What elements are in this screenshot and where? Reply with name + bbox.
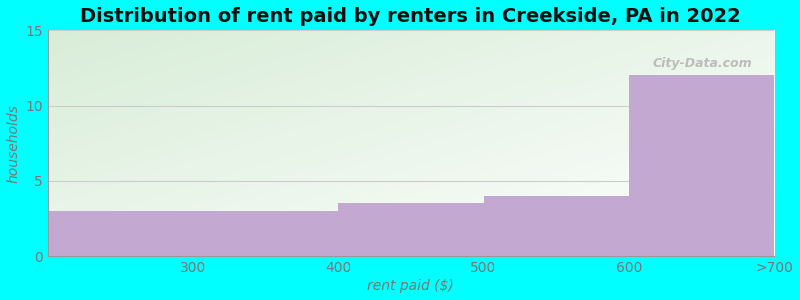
Bar [483, 196, 629, 256]
Title: Distribution of rent paid by renters in Creekside, PA in 2022: Distribution of rent paid by renters in … [81, 7, 742, 26]
Text: City-Data.com: City-Data.com [653, 57, 752, 70]
Y-axis label: households: households [7, 104, 21, 183]
X-axis label: rent paid ($): rent paid ($) [367, 279, 454, 293]
Bar [629, 75, 774, 256]
Bar [338, 203, 483, 256]
Bar [47, 211, 338, 256]
